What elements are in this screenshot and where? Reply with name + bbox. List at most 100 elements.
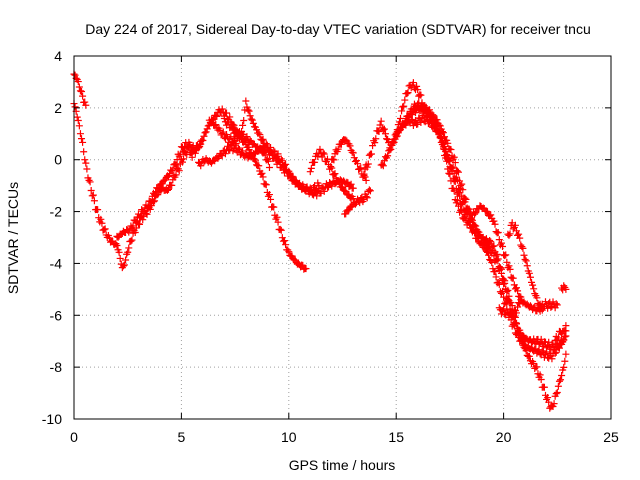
data-point bbox=[505, 262, 513, 270]
data-point bbox=[129, 222, 137, 230]
data-point bbox=[144, 203, 152, 211]
data-point bbox=[223, 109, 231, 117]
data-point bbox=[282, 166, 290, 174]
data-point bbox=[384, 135, 392, 143]
data-point bbox=[520, 251, 528, 259]
data-point bbox=[128, 236, 136, 244]
data-point bbox=[505, 297, 513, 305]
data-point bbox=[509, 274, 517, 282]
data-point bbox=[497, 265, 505, 273]
data-point bbox=[465, 218, 473, 226]
data-point bbox=[387, 145, 395, 153]
data-point bbox=[264, 157, 272, 165]
data-point bbox=[151, 191, 159, 199]
data-point bbox=[485, 251, 493, 259]
data-point bbox=[79, 138, 87, 146]
data-point bbox=[512, 284, 520, 292]
data-point bbox=[499, 243, 507, 251]
data-point bbox=[267, 195, 275, 203]
data-point bbox=[337, 140, 345, 148]
data-point bbox=[490, 242, 498, 250]
data-point bbox=[120, 261, 128, 269]
data-point bbox=[483, 208, 491, 216]
data-point bbox=[235, 127, 243, 135]
data-point bbox=[446, 163, 454, 171]
data-point bbox=[76, 87, 84, 95]
data-point bbox=[562, 322, 570, 330]
data-point bbox=[447, 163, 455, 171]
x-tick-label: 5 bbox=[178, 429, 186, 445]
data-point bbox=[444, 152, 452, 160]
data-point bbox=[463, 211, 471, 219]
data-point bbox=[496, 264, 504, 272]
data-point bbox=[445, 157, 453, 165]
data-point bbox=[199, 136, 207, 144]
data-point bbox=[453, 197, 461, 205]
data-point bbox=[180, 147, 188, 155]
data-point bbox=[131, 229, 139, 236]
data-point bbox=[471, 229, 479, 237]
data-point bbox=[115, 248, 123, 256]
data-point bbox=[494, 229, 502, 237]
data-point bbox=[500, 305, 508, 313]
data-point bbox=[246, 137, 254, 145]
data-point bbox=[441, 142, 449, 150]
series-sat-g bbox=[220, 115, 273, 171]
data-point bbox=[255, 162, 263, 170]
data-point bbox=[262, 181, 270, 189]
data-point bbox=[514, 287, 522, 295]
data-point bbox=[459, 199, 467, 207]
data-point bbox=[560, 282, 568, 290]
data-point bbox=[349, 149, 357, 157]
data-point bbox=[435, 131, 443, 139]
data-point bbox=[176, 150, 184, 158]
data-point bbox=[403, 90, 411, 98]
data-point bbox=[78, 135, 86, 143]
data-point bbox=[461, 194, 469, 202]
data-point bbox=[79, 92, 87, 100]
data-point bbox=[415, 99, 423, 107]
data-point bbox=[374, 127, 382, 135]
data-point bbox=[146, 197, 154, 205]
data-point bbox=[516, 234, 524, 242]
data-point bbox=[278, 160, 286, 168]
data-point bbox=[443, 150, 451, 158]
data-point bbox=[525, 352, 533, 360]
data-point bbox=[362, 176, 370, 184]
data-point bbox=[552, 300, 560, 308]
data-point bbox=[375, 128, 383, 136]
data-point bbox=[420, 117, 428, 125]
y-tick-label: -10 bbox=[42, 411, 62, 427]
data-point bbox=[530, 285, 538, 293]
data-point bbox=[116, 254, 124, 262]
data-point bbox=[366, 187, 374, 195]
data-point bbox=[506, 230, 514, 238]
data-point bbox=[509, 320, 517, 328]
data-point bbox=[169, 166, 177, 174]
data-point bbox=[516, 300, 524, 308]
grid-lines bbox=[74, 56, 611, 419]
data-point bbox=[178, 158, 186, 166]
y-axis-label: SDTVAR / TECUs bbox=[5, 182, 21, 294]
data-point bbox=[97, 215, 105, 223]
data-point bbox=[188, 153, 196, 161]
data-point bbox=[429, 111, 437, 119]
data-point bbox=[163, 186, 171, 194]
data-point bbox=[225, 145, 233, 153]
data-point bbox=[220, 115, 228, 123]
data-point bbox=[560, 336, 568, 344]
data-point bbox=[456, 192, 464, 200]
data-point bbox=[85, 176, 93, 184]
data-point bbox=[491, 268, 499, 276]
data-point bbox=[172, 171, 180, 179]
data-point bbox=[562, 350, 570, 358]
data-point bbox=[259, 173, 267, 181]
data-point bbox=[535, 346, 543, 354]
data-point bbox=[550, 400, 558, 408]
data-point bbox=[436, 122, 444, 130]
data-point bbox=[532, 340, 540, 348]
data-point bbox=[434, 128, 442, 136]
data-point bbox=[180, 155, 188, 163]
data-point bbox=[191, 149, 199, 157]
data-point bbox=[395, 118, 403, 126]
